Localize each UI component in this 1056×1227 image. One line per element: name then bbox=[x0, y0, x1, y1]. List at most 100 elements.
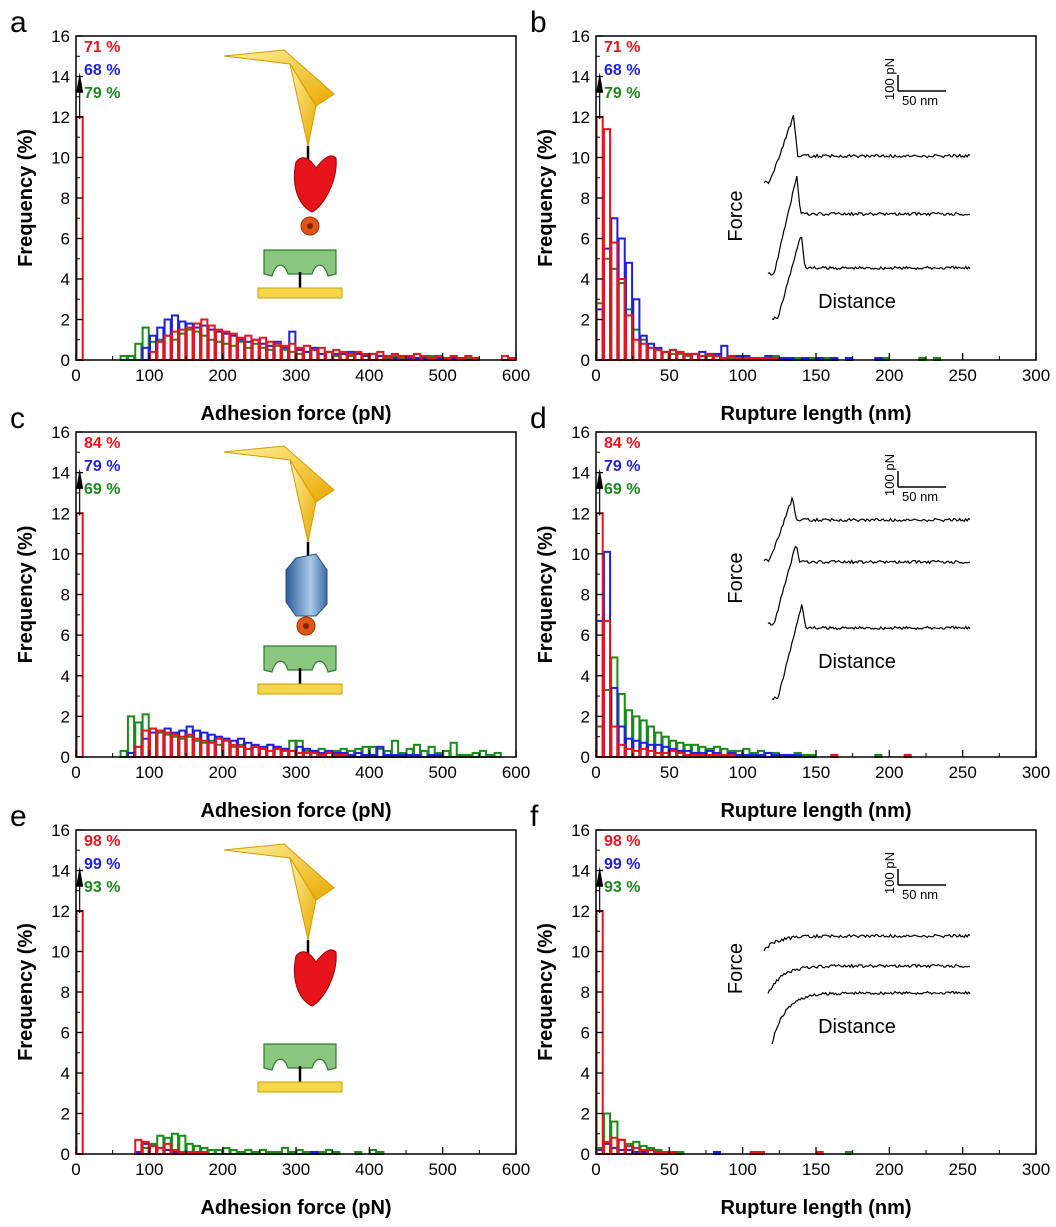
y-tick-label: 8 bbox=[61, 586, 70, 605]
bar bbox=[156, 340, 165, 361]
zero-bin-arrow-head bbox=[76, 866, 84, 887]
y-tick-label: 12 bbox=[571, 902, 590, 921]
bar bbox=[229, 332, 238, 361]
zero-bin-percentage: 79 % bbox=[604, 85, 640, 102]
force-curve bbox=[767, 963, 971, 994]
x-tick-label: 100 bbox=[728, 366, 756, 385]
bar bbox=[258, 747, 268, 758]
y-tick-label: 16 bbox=[571, 821, 590, 840]
bar bbox=[178, 328, 187, 361]
zero-bin-percentage: 69 % bbox=[604, 481, 640, 498]
series-blue bbox=[595, 550, 802, 758]
x-tick-label: 300 bbox=[1022, 763, 1050, 782]
bar bbox=[610, 241, 619, 361]
y-tick-label: 0 bbox=[581, 1145, 590, 1164]
series-red bbox=[75, 910, 209, 1156]
x-tick-label: 100 bbox=[728, 763, 756, 782]
x-tick-label: 300 bbox=[282, 1160, 310, 1179]
distance-label: Distance bbox=[818, 291, 896, 313]
x-tick-label: 200 bbox=[208, 366, 236, 385]
bar bbox=[214, 737, 224, 758]
bar bbox=[617, 1138, 626, 1155]
zero-bin-percentage: 84 % bbox=[84, 435, 120, 452]
bar bbox=[624, 1144, 634, 1156]
y-tick-label: 8 bbox=[581, 189, 590, 208]
bar bbox=[624, 747, 634, 758]
y-tick-label: 12 bbox=[51, 108, 70, 127]
y-tick-label: 6 bbox=[581, 626, 590, 645]
x-axis-title: Rupture length (nm) bbox=[720, 403, 911, 425]
plot-frame bbox=[595, 431, 1037, 758]
bar bbox=[244, 747, 253, 758]
bar bbox=[207, 324, 216, 362]
bar bbox=[266, 749, 275, 758]
bar bbox=[258, 336, 268, 362]
chart-panel-e: e 98 % 99 % 93 % 0 2 4 6 8 10 12 14 16 0 100 200 300 400 5… bbox=[10, 800, 530, 1219]
cantilever bbox=[223, 445, 335, 503]
y-tick-label: 4 bbox=[581, 270, 590, 289]
x-tick-label: 250 bbox=[948, 1160, 976, 1179]
plot-frame bbox=[595, 35, 1037, 361]
bar bbox=[273, 342, 282, 361]
zero-bin-percentage: 98 % bbox=[604, 833, 640, 850]
x-tick-label: 250 bbox=[948, 366, 976, 385]
bar bbox=[668, 348, 678, 361]
bar bbox=[449, 741, 458, 758]
bar bbox=[266, 340, 275, 361]
y-tick-label: 10 bbox=[51, 149, 70, 168]
scale-distance-label: 50 nm bbox=[902, 489, 938, 504]
x-tick-label: 400 bbox=[355, 366, 383, 385]
bar bbox=[288, 342, 297, 361]
y-tick-label: 16 bbox=[571, 423, 590, 442]
x-tick-label: 400 bbox=[355, 1160, 383, 1179]
zero-bin-percentage: 71 % bbox=[604, 39, 640, 56]
force-curve bbox=[771, 990, 971, 1045]
receptor bbox=[263, 1043, 337, 1071]
y-tick-label: 6 bbox=[581, 1024, 590, 1043]
bar bbox=[222, 739, 231, 758]
gold-surface bbox=[257, 683, 343, 695]
ligand-bead-core bbox=[307, 223, 313, 229]
force-label: Force bbox=[725, 552, 747, 603]
bar bbox=[141, 729, 150, 758]
y-tick-label: 8 bbox=[581, 983, 590, 1002]
y-tick-label: 14 bbox=[51, 68, 70, 87]
bar bbox=[639, 747, 648, 758]
bar bbox=[185, 326, 194, 362]
y-tick-label: 4 bbox=[581, 1064, 590, 1083]
cantilever bbox=[223, 49, 335, 107]
bar bbox=[273, 747, 282, 758]
afm-tip bbox=[289, 459, 317, 543]
bar bbox=[617, 743, 626, 758]
receptor bbox=[263, 249, 337, 277]
zero-bin-percentage: 79 % bbox=[84, 85, 120, 102]
zero-bin-arrow-head bbox=[596, 468, 604, 489]
bar bbox=[178, 735, 187, 758]
y-axis-title: Frequency (%) bbox=[535, 923, 557, 1061]
force-curve bbox=[771, 236, 971, 321]
bar bbox=[639, 342, 648, 361]
bar bbox=[192, 322, 202, 361]
bar bbox=[280, 749, 290, 758]
x-tick-label: 200 bbox=[875, 366, 903, 385]
afm-schematic bbox=[223, 49, 343, 299]
bar bbox=[624, 314, 634, 362]
force-curves-inset: Force Distance 100 pN 50 nm bbox=[725, 454, 971, 701]
x-axis-title: Adhesion force (pN) bbox=[200, 1197, 391, 1219]
bar bbox=[442, 749, 451, 758]
bar bbox=[236, 745, 246, 758]
zero-bin-arrow-head bbox=[596, 72, 604, 93]
bar bbox=[654, 348, 663, 361]
bar bbox=[170, 330, 180, 361]
bar bbox=[683, 352, 692, 361]
x-tick-label: 100 bbox=[135, 366, 163, 385]
force-curve bbox=[767, 175, 971, 276]
bar bbox=[376, 350, 385, 361]
bar bbox=[244, 334, 253, 362]
zero-bin-percentage: 99 % bbox=[604, 856, 640, 873]
bar bbox=[163, 731, 172, 758]
x-axis-title: Rupture length (nm) bbox=[720, 1197, 911, 1219]
force-curve bbox=[767, 545, 971, 626]
x-tick-label: 300 bbox=[282, 763, 310, 782]
x-tick-label: 400 bbox=[355, 763, 383, 782]
